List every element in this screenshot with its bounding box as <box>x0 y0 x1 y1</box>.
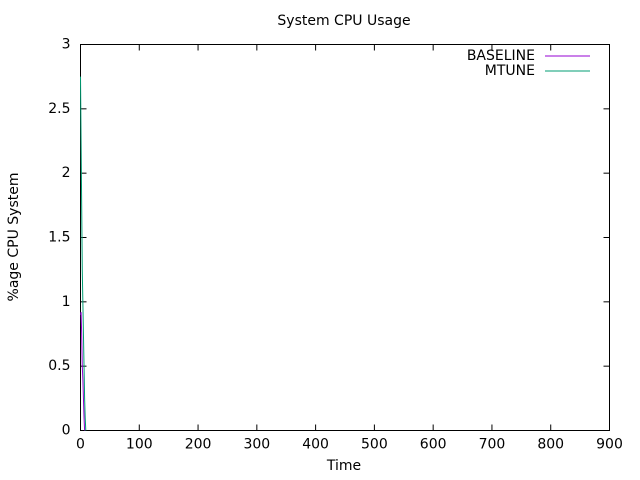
x-tick-label: 400 <box>302 437 329 453</box>
legend-label: BASELINE <box>467 48 535 64</box>
x-tick-label: 700 <box>479 437 506 453</box>
chart-title: System CPU Usage <box>277 13 410 29</box>
y-axis-label: %age CPU System <box>6 173 22 302</box>
legend-label: MTUNE <box>485 63 535 79</box>
x-tick-label: 900 <box>596 437 623 453</box>
y-tick-label: 2 <box>62 165 71 181</box>
x-axis-label: Time <box>326 458 361 474</box>
x-tick-label: 0 <box>76 437 85 453</box>
y-tick-label: 3 <box>62 37 71 53</box>
series-line <box>80 312 86 431</box>
y-tick-label: 1.5 <box>48 230 70 246</box>
x-tick-label: 100 <box>126 437 153 453</box>
y-tick-label: 0 <box>62 423 71 439</box>
y-tick-label: 2.5 <box>48 101 70 117</box>
x-tick-label: 300 <box>243 437 270 453</box>
plot-frame <box>80 44 610 431</box>
y-tick-label: 1 <box>62 294 71 310</box>
x-tick-label: 600 <box>420 437 447 453</box>
y-tick-label: 0.5 <box>48 358 70 374</box>
x-tick-label: 500 <box>361 437 388 453</box>
series-line <box>80 76 87 431</box>
x-tick-label: 200 <box>185 437 212 453</box>
x-tick-label: 800 <box>537 437 564 453</box>
